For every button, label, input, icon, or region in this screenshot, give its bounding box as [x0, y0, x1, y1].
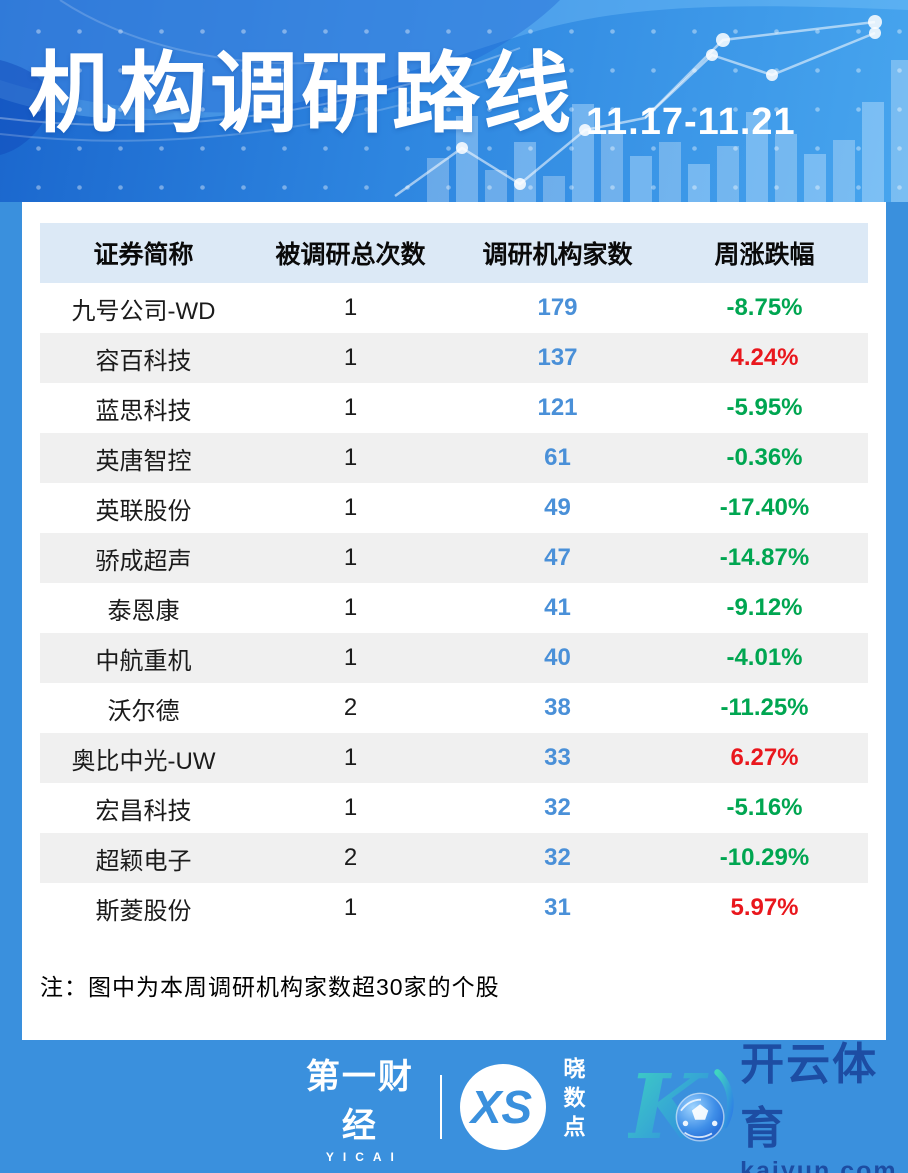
- stock-name-cell: 中航重机: [95, 647, 192, 675]
- institution-count-cell: 47: [544, 544, 571, 571]
- institution-count-cell: 33: [544, 744, 571, 771]
- survey-times-cell: 2: [343, 844, 358, 871]
- table-row: 骄成超声 1 47 -14.87%: [40, 533, 868, 583]
- institution-count-cell: 31: [544, 894, 571, 921]
- footer-divider: [439, 1074, 443, 1139]
- survey-times-cell: 1: [343, 494, 358, 521]
- weekly-change-cell: -5.16%: [726, 794, 803, 821]
- weekly-change-cell: 6.27%: [730, 744, 799, 771]
- xiaoshudian-logo-icon: XS: [460, 1063, 547, 1150]
- table-row: 九号公司-WD 1 179 -8.75%: [40, 283, 868, 333]
- stock-name-cell: 沃尔德: [107, 697, 180, 725]
- header-dot-grid: [0, 0, 908, 202]
- column-header-institution-count: 调研机构家数: [482, 241, 633, 269]
- survey-times-cell: 1: [343, 744, 358, 771]
- research-table: 证券简称 被调研总次数 调研机构家数 周涨跌幅 九号公司-WD 1 179 -8…: [40, 223, 868, 933]
- table-row: 沃尔德 2 38 -11.25%: [40, 683, 868, 733]
- institution-count-cell: 40: [544, 644, 571, 671]
- footnote: 注：图中为本周调研机构家数超30家的个股: [40, 974, 500, 1000]
- footer-bar: 第一财经 YICAI XS 晓数点: [0, 1040, 908, 1173]
- table-row: 超颖电子 2 32 -10.29%: [40, 833, 868, 883]
- stock-name-cell: 奥比中光-UW: [71, 747, 216, 775]
- survey-times-cell: 1: [343, 444, 358, 471]
- column-header-weekly-change: 周涨跌幅: [714, 241, 815, 269]
- institution-count-cell: 38: [544, 694, 571, 721]
- table-body: 九号公司-WD 1 179 -8.75% 容百科技 1 137 4.24% 蓝思…: [40, 283, 868, 933]
- yicai-logo-text: 第一财经: [305, 1058, 414, 1145]
- table-row: 泰恩康 1 41 -9.12%: [40, 583, 868, 633]
- survey-times-cell: 1: [343, 344, 358, 371]
- institution-count-cell: 121: [537, 394, 578, 421]
- weekly-change-cell: -9.12%: [726, 594, 803, 621]
- column-header-survey-times: 被调研总次数: [275, 241, 426, 269]
- xs-monogram: XS: [470, 1080, 533, 1133]
- table-row: 斯菱股份 1 31 5.97%: [40, 883, 868, 933]
- stock-name-cell: 骄成超声: [95, 547, 192, 575]
- survey-times-cell: 1: [343, 594, 358, 621]
- weekly-change-cell: 4.24%: [730, 344, 799, 371]
- table-row: 英唐智控 1 61 -0.36%: [40, 433, 868, 483]
- weekly-change-cell: -8.75%: [726, 294, 803, 321]
- survey-times-cell: 1: [343, 394, 358, 421]
- survey-times-cell: 1: [343, 894, 358, 921]
- table-header-row: 证券简称 被调研总次数 调研机构家数 周涨跌幅: [40, 223, 868, 283]
- stock-name-cell: 容百科技: [95, 347, 192, 375]
- institution-count-cell: 61: [544, 444, 571, 471]
- table-row: 英联股份 1 49 -17.40%: [40, 483, 868, 533]
- stock-name-cell: 泰恩康: [107, 597, 180, 625]
- kaiyun-domain: kaiyun.com: [740, 1156, 898, 1173]
- survey-times-cell: 1: [343, 544, 358, 571]
- weekly-change-cell: -4.01%: [726, 644, 803, 671]
- column-header-stock-name: 证券简称: [93, 241, 194, 269]
- weekly-change-cell: -5.95%: [726, 394, 803, 421]
- institution-count-cell: 137: [537, 344, 578, 371]
- content-card: 证券简称 被调研总次数 调研机构家数 周涨跌幅 九号公司-WD 1 179 -8…: [22, 202, 886, 1040]
- table-row: 蓝思科技 1 121 -5.95%: [40, 383, 868, 433]
- xiaoshudian-label: 晓数点: [560, 1056, 586, 1144]
- stock-name-cell: 九号公司-WD: [71, 297, 216, 325]
- weekly-change-cell: -14.87%: [719, 544, 810, 571]
- kaiyun-title: 开云体育: [740, 1039, 879, 1153]
- table-row: 中航重机 1 40 -4.01%: [40, 633, 868, 683]
- kaiyun-text-block: 开云体育 kaiyun.com: [740, 1028, 908, 1173]
- stock-name-cell: 超颖电子: [95, 847, 192, 875]
- date-range-label: 11.17-11.21: [586, 101, 796, 143]
- weekly-change-cell: 5.97%: [730, 894, 799, 921]
- header-decoration-chart-icon: [0, 0, 908, 202]
- page-title: 机构调研路线: [28, 44, 575, 143]
- stock-name-cell: 英联股份: [95, 497, 192, 525]
- table-row: 奥比中光-UW 1 33 6.27%: [40, 733, 868, 783]
- institution-count-cell: 32: [544, 794, 571, 821]
- survey-times-cell: 1: [343, 644, 358, 671]
- stock-name-cell: 宏昌科技: [95, 797, 192, 825]
- stock-name-cell: 蓝思科技: [95, 397, 192, 425]
- kaiyun-logo: K 开云体育 kaiyun.com: [628, 1028, 908, 1173]
- institution-count-cell: 41: [544, 594, 571, 621]
- yicai-logo-subtext: YICAI: [325, 1150, 403, 1164]
- survey-times-cell: 1: [343, 794, 358, 821]
- stock-name-cell: 英唐智控: [95, 447, 192, 475]
- weekly-change-cell: -11.25%: [720, 694, 809, 721]
- institution-count-cell: 32: [544, 844, 571, 871]
- weekly-change-cell: -17.40%: [719, 494, 810, 521]
- survey-times-cell: 2: [343, 694, 358, 721]
- yicai-logo: 第一财经 YICAI: [296, 1049, 424, 1164]
- institution-count-cell: 179: [537, 294, 578, 321]
- stock-name-cell: 斯菱股份: [95, 897, 192, 925]
- institution-count-cell: 49: [544, 494, 571, 521]
- weekly-change-cell: -10.29%: [719, 844, 810, 871]
- survey-times-cell: 1: [343, 294, 358, 321]
- header-banner: 机构调研路线 11.17-11.21: [0, 0, 908, 202]
- table-row: 容百科技 1 137 4.24%: [40, 333, 868, 383]
- weekly-change-cell: -0.36%: [726, 444, 803, 471]
- kaiyun-k-football-icon: K: [628, 1055, 735, 1159]
- table-row: 宏昌科技 1 32 -5.16%: [40, 783, 868, 833]
